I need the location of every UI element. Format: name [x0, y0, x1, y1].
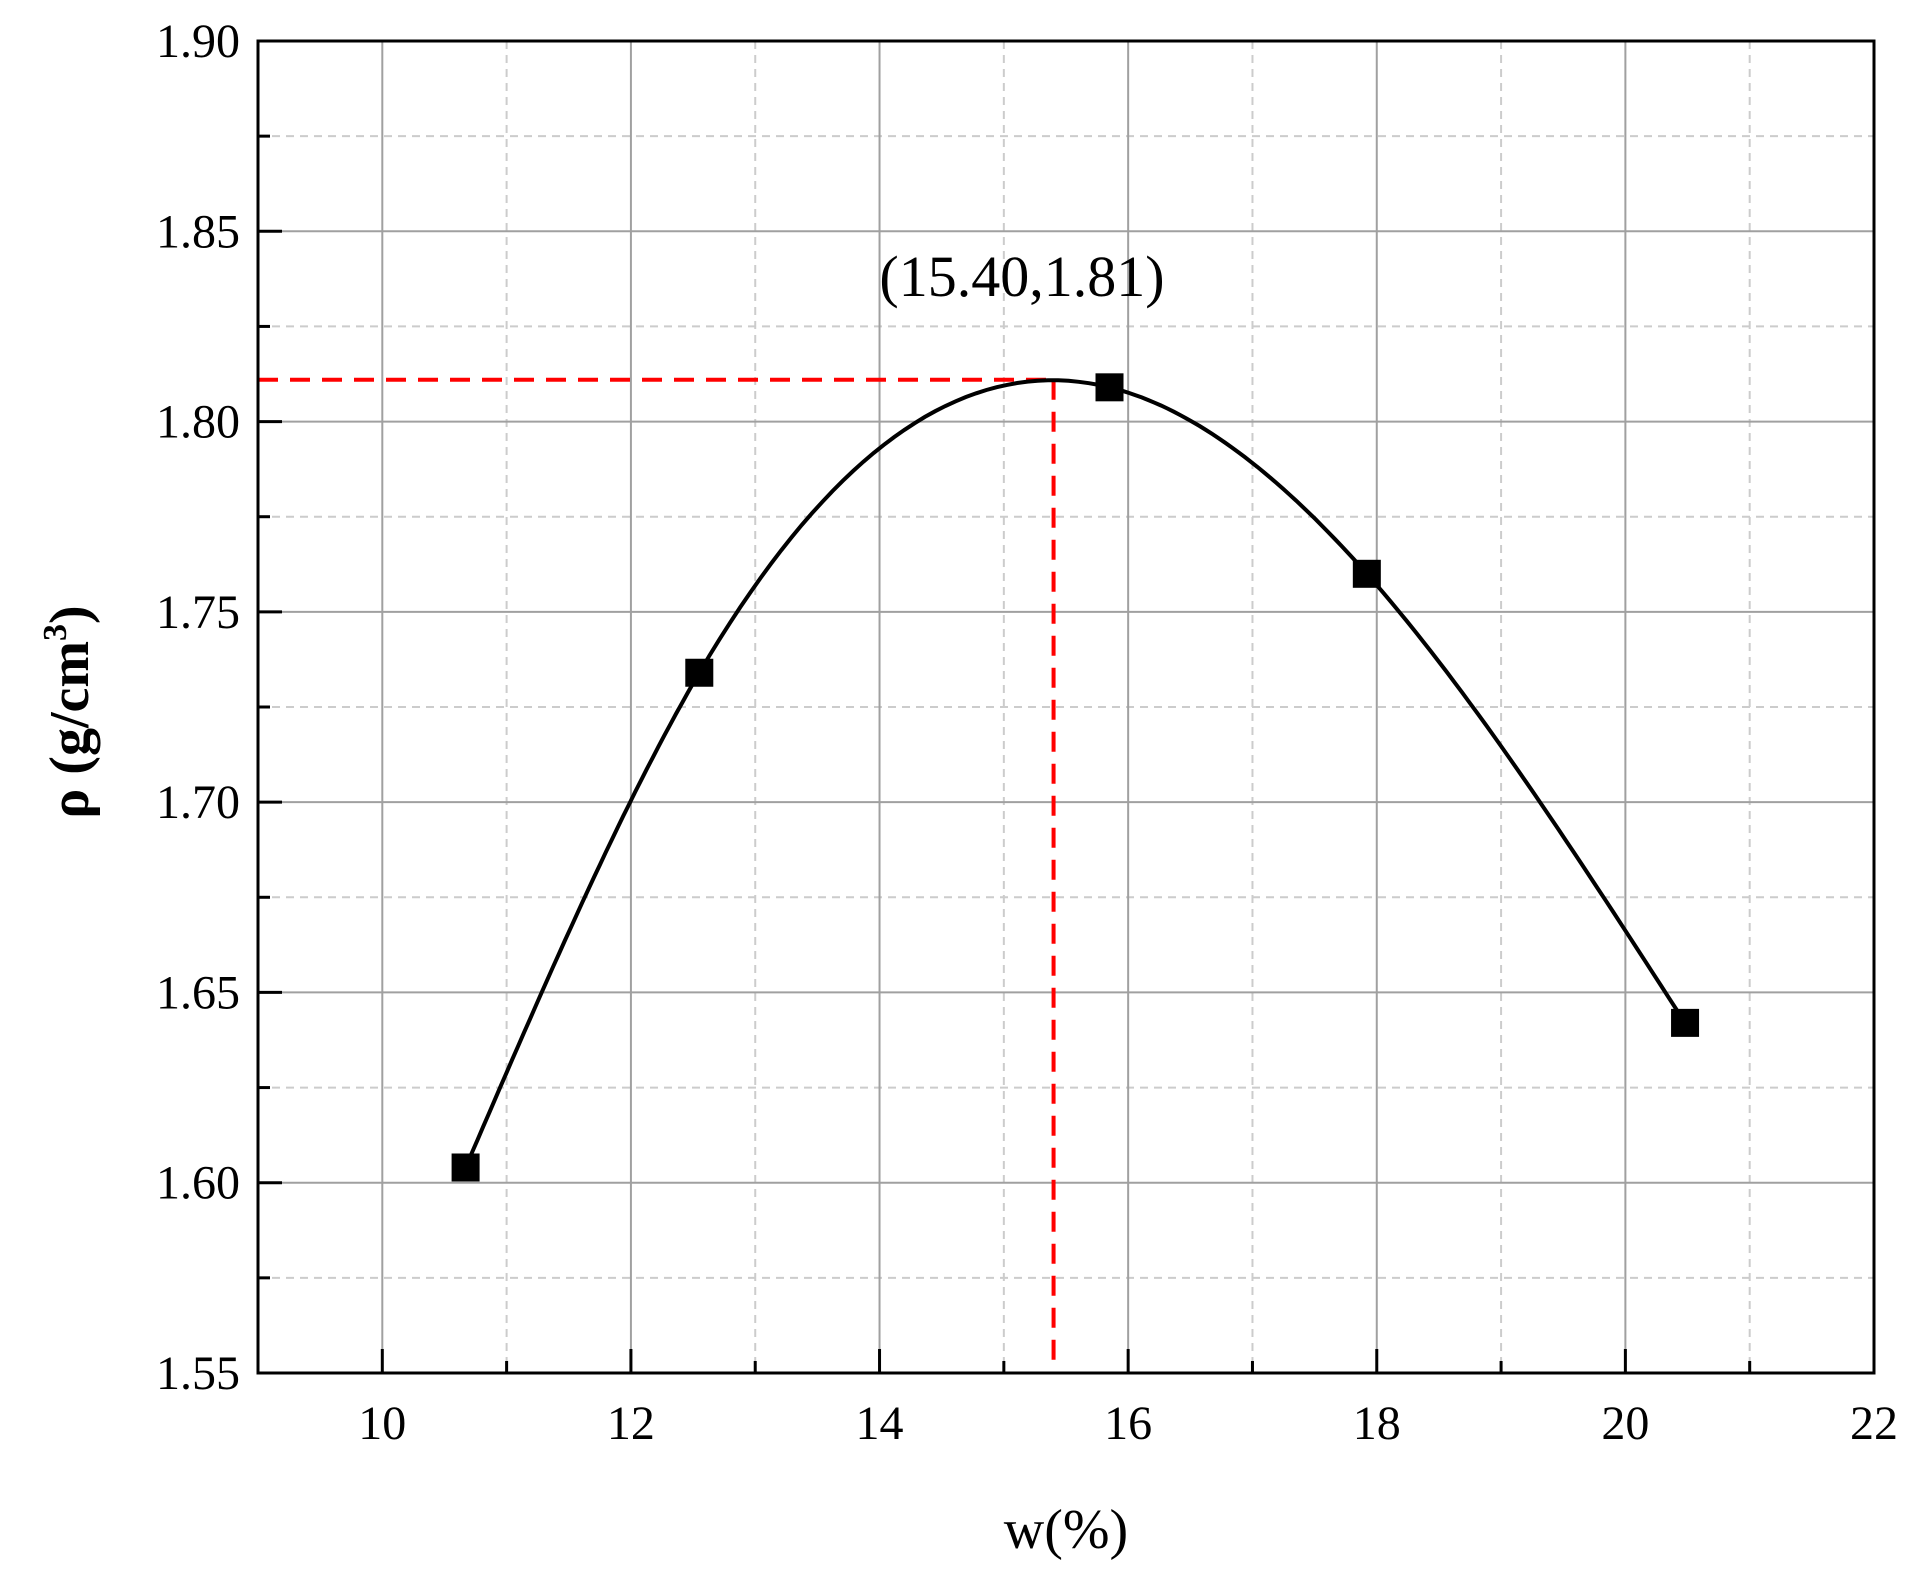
y-tick-label: 1.55 [156, 1347, 240, 1400]
y-tick-label: 1.90 [156, 15, 240, 68]
x-tick-labels: 10 12 14 16 18 20 22 [358, 1397, 1898, 1450]
y-axis-title-main: ρ (g/cm [39, 641, 101, 819]
x-tick-label: 14 [856, 1397, 904, 1450]
minor-gridlines [258, 41, 1874, 1373]
y-tick-label: 1.70 [156, 776, 240, 829]
x-tick-label: 20 [1601, 1397, 1649, 1450]
axis-ticks [258, 39, 1876, 1375]
y-tick-label: 1.65 [156, 966, 240, 1019]
y-axis-title-superscript: 3 [37, 624, 74, 641]
x-tick-label: 12 [607, 1397, 655, 1450]
data-point [685, 658, 714, 687]
data-point [451, 1153, 480, 1182]
x-axis-title: w(%) [1004, 1499, 1128, 1561]
data-point [1095, 373, 1124, 402]
peak-guide-lines [258, 377, 1056, 1373]
y-axis-title: ρ (g/cm3) [37, 605, 101, 818]
x-tick-label: 18 [1353, 1397, 1401, 1450]
data-point [1352, 559, 1381, 588]
x-tick-label: 16 [1104, 1397, 1152, 1450]
y-tick-label: 1.85 [156, 205, 240, 258]
y-axis-title-close: ) [39, 605, 101, 624]
annotation-label: (15.40,1.81) [879, 244, 1164, 309]
x-tick-label: 10 [358, 1397, 406, 1450]
y-tick-label: 1.60 [156, 1157, 240, 1210]
x-tick-label: 22 [1850, 1397, 1898, 1450]
y-tick-label: 1.80 [156, 396, 240, 449]
data-point [1671, 1008, 1700, 1037]
y-tick-labels: 1.55 1.60 1.65 1.70 1.75 1.80 1.85 1.90 [156, 15, 240, 1400]
data-markers [451, 373, 1700, 1182]
major-gridlines [258, 41, 1874, 1373]
y-tick-label: 1.75 [156, 586, 240, 639]
